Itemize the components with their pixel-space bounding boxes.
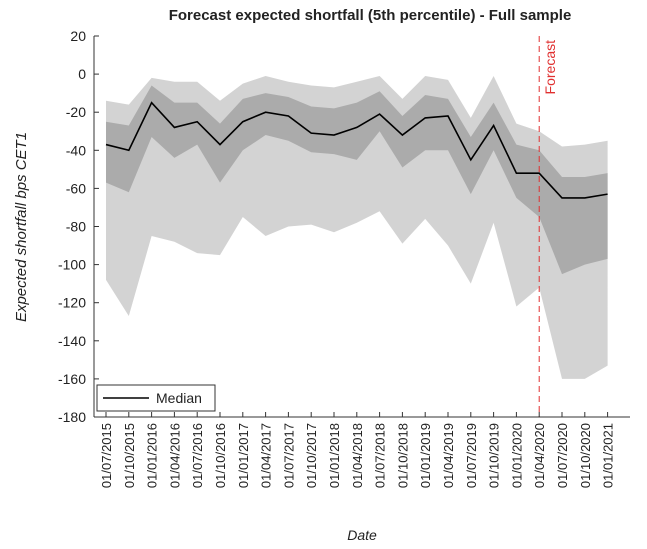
legend: Median — [96, 384, 216, 412]
y-tick-label: 0 — [78, 66, 86, 82]
y-axis-label: Expected shortfall bps CET1 — [13, 132, 30, 322]
x-tick-label: 01/04/2018 — [350, 423, 365, 488]
x-tick-label: 01/01/2018 — [327, 423, 342, 488]
y-tick-label: 20 — [70, 28, 86, 44]
x-tick-label: 01/01/2020 — [509, 423, 524, 488]
y-tick-label: -80 — [66, 219, 86, 235]
legend-label: Median — [156, 390, 202, 406]
forecast-label: Forecast — [542, 40, 558, 95]
y-tick-label: -40 — [66, 142, 86, 158]
x-tick-label: 01/04/2017 — [259, 423, 274, 488]
y-tick-label: -20 — [66, 104, 86, 120]
x-tick-label: 01/07/2016 — [190, 423, 205, 488]
x-tick-label: 01/10/2016 — [213, 423, 228, 488]
chart-title: Forecast expected shortfall (5th percent… — [169, 7, 572, 24]
x-axis-label: Date — [347, 527, 377, 543]
x-tick-label: 01/07/2017 — [281, 423, 296, 488]
x-tick-label: 01/10/2017 — [304, 423, 319, 488]
x-tick-label: 01/01/2016 — [145, 423, 160, 488]
x-tick-label: 01/01/2021 — [601, 423, 616, 488]
median-line — [105, 101, 608, 199]
y-tick-label: -160 — [58, 371, 86, 387]
x-tick-label: 01/07/2015 — [99, 423, 114, 488]
x-tick-label: 01/10/2018 — [395, 423, 410, 488]
x-tick-label: 01/04/2019 — [441, 423, 456, 488]
x-tick-label: 01/01/2019 — [418, 423, 433, 488]
y-tick-label: -140 — [58, 333, 86, 349]
x-tick-label: 01/07/2018 — [373, 423, 388, 488]
x-tick-label: 01/07/2020 — [555, 423, 570, 488]
y-tick-label: -100 — [58, 257, 86, 273]
y-tick-label: -60 — [66, 180, 86, 196]
x-tick-label: 01/10/2019 — [487, 423, 502, 488]
x-tick-label: 01/04/2020 — [532, 423, 547, 488]
x-tick-label: 01/10/2015 — [122, 423, 137, 488]
x-tick-label: 01/01/2017 — [236, 423, 251, 488]
x-tick-label: 01/10/2020 — [578, 423, 593, 488]
x-tick-label: 01/07/2019 — [464, 423, 479, 488]
x-tick-label: 01/04/2016 — [167, 423, 182, 488]
y-tick-label: -120 — [58, 295, 86, 311]
y-tick-label: -180 — [58, 409, 86, 425]
